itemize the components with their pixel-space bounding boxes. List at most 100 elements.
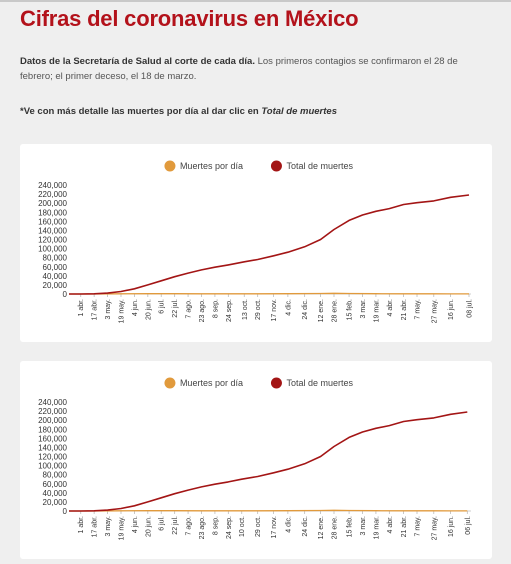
y-tick-label: 220,000	[38, 407, 67, 416]
x-tick-label: 21 abr.	[401, 299, 408, 320]
y-tick-label: 160,000	[38, 434, 67, 443]
x-tick-label: 15 feb.	[347, 299, 354, 320]
x-tick-label: 1 abr.	[78, 299, 85, 317]
y-tick-label: 100,000	[38, 462, 67, 471]
y-tick-label: 160,000	[38, 217, 67, 226]
x-tick-label: 16 jun.	[448, 516, 455, 537]
legend-label: Muertes por día	[180, 378, 243, 388]
legend-item[interactable]: Total de muertes	[270, 377, 354, 389]
x-tick-label: 4 jun.	[132, 516, 139, 533]
x-tick-label: 20 jun.	[145, 299, 152, 320]
x-tick-label: 7 may.	[415, 299, 422, 320]
y-tick-label: 0	[63, 507, 68, 516]
x-tick-label: 23 ago.	[199, 299, 206, 322]
x-tick-label: 19 may.	[118, 299, 125, 323]
y-tick-label: 40,000	[43, 272, 68, 281]
x-tick-label: 13 oct.	[242, 299, 249, 320]
y-tick-label: 120,000	[38, 236, 67, 245]
x-tick-label: 29 oct.	[255, 299, 262, 320]
x-tick-label: 24 dic.	[302, 299, 309, 320]
x-tick-label: 7 ago.	[186, 516, 193, 536]
deaths-chart-1: Muertes por día Total de muertes 020,00040…	[38, 160, 474, 323]
total-deaths-line[interactable]	[69, 411, 468, 512]
x-tick-label: 15 feb.	[347, 516, 354, 537]
x-tick-label: 24 sep.	[226, 516, 233, 539]
legend-marker-icon	[164, 377, 176, 389]
x-tick-label: 06 jul.	[465, 516, 472, 535]
x-axis: 1 abr. 17 abr. 3 may. 19 may. 4 jun. 20 jun. 6…	[78, 511, 472, 540]
x-tick-label: 3 mar.	[360, 516, 367, 536]
x-tick-label: 6 jul.	[159, 299, 166, 314]
deaths-chart-card-1: Muertes por día Total de muertes 0 20,000 40…	[20, 144, 492, 342]
y-tick-label: 140,000	[38, 226, 67, 235]
x-tick-label: 4 dic.	[285, 516, 292, 533]
x-tick-label: 17 nov.	[271, 299, 278, 321]
total-deaths-line[interactable]	[69, 194, 470, 295]
legend-marker-icon	[270, 377, 282, 389]
x-tick-label: 19 may.	[118, 516, 125, 540]
x-tick-label: 7 ago.	[186, 299, 193, 319]
legend-label: Muertes por día	[180, 161, 243, 171]
x-tick-label: 22 jul.	[172, 516, 179, 535]
y-axis: 020,00040,00060,00080,000100,000120,0001…	[38, 181, 67, 299]
page-title: Cifras del coronavirus en México	[20, 6, 359, 31]
x-tick-label: 3 mar.	[360, 299, 367, 319]
x-tick-label: 12 ene.	[318, 516, 325, 539]
x-tick-label: 17 nov.	[271, 516, 278, 538]
legend-item[interactable]: Total de muertes	[270, 160, 354, 172]
x-tick-label: 24 dic.	[302, 516, 309, 537]
legend-item[interactable]: Muertes por día	[164, 160, 243, 172]
x-tick-label: 4 dic.	[285, 299, 292, 316]
x-tick-label: 24 sep.	[226, 299, 233, 322]
x-tick-label: 4 abr.	[387, 299, 394, 317]
x-tick-label: 29 oct.	[255, 516, 262, 537]
chart-legend: Muertes por día Total de muertes	[164, 160, 354, 172]
x-tick-label: 10 oct.	[239, 516, 246, 537]
description-bold: Datos de la Secretaría de Salud al corte…	[20, 56, 255, 67]
x-tick-label: 28 ene.	[331, 299, 338, 322]
y-tick-label: 40,000	[43, 489, 68, 498]
x-tick-label: 20 jun.	[145, 516, 152, 537]
x-tick-label: 28 ene.	[331, 516, 338, 539]
series-lines	[69, 194, 470, 295]
y-tick-label: 180,000	[38, 208, 67, 217]
y-tick-label: 180,000	[38, 425, 67, 434]
x-tick-label: 1 abr.	[78, 516, 85, 534]
y-tick-label: 240,000	[38, 181, 67, 190]
daily-deaths-line[interactable]	[69, 509, 468, 512]
legend-marker-icon	[270, 160, 282, 172]
x-tick-label: 19 mar.	[373, 299, 380, 322]
deaths-chart-card-2: Muertes por día Total de muertes 0 20,000 40…	[20, 361, 492, 559]
x-tick-label: 27 may.	[431, 299, 438, 323]
x-tick-label: 4 jun.	[132, 299, 139, 316]
x-tick-label: 3 may.	[105, 299, 112, 320]
x-tick-label: 6 jul.	[159, 516, 166, 531]
y-tick-label: 100,000	[38, 245, 67, 254]
x-tick-label: 17 abr.	[92, 516, 99, 537]
legend-item[interactable]: Muertes por día	[164, 377, 243, 389]
y-tick-label: 200,000	[38, 416, 67, 425]
x-tick-label: 17 abr.	[92, 299, 99, 320]
y-tick-label: 80,000	[43, 254, 68, 263]
description-rest: Los primeros contagios se confirmaron el…	[20, 56, 458, 82]
y-tick-label: 220,000	[38, 190, 67, 199]
deaths-chart-2: Muertes por día Total de muertes 020,00040…	[38, 377, 472, 540]
x-axis: 1 abr. 17 abr. 3 may. 19 may. 4 jun. 20 jun. 6…	[78, 294, 474, 323]
x-tick-label: 8 sep.	[212, 299, 219, 318]
x-tick-label: 23 ago.	[199, 516, 206, 539]
legend-marker-icon	[164, 160, 176, 172]
page-description: Datos de la Secretaría de Salud al corte…	[20, 54, 492, 84]
x-tick-label: 8 sep.	[212, 516, 219, 535]
y-tick-label: 240,000	[38, 398, 67, 407]
y-tick-label: 200,000	[38, 199, 67, 208]
note-prefix: *Ve con más detalle las muertes por día …	[20, 106, 262, 117]
y-axis: 020,00040,00060,00080,000100,000120,0001…	[38, 398, 67, 516]
x-tick-label: 22 jul.	[172, 299, 179, 318]
series-lines	[69, 411, 468, 512]
y-tick-label: 20,000	[43, 498, 68, 507]
chart-note: *Ve con más detalle las muertes por día …	[20, 106, 492, 117]
daily-deaths-line[interactable]	[69, 292, 469, 295]
legend-label: Total de muertes	[286, 378, 353, 388]
note-link-text: Total de muertes	[261, 106, 337, 117]
legend-label: Total de muertes	[286, 161, 353, 171]
